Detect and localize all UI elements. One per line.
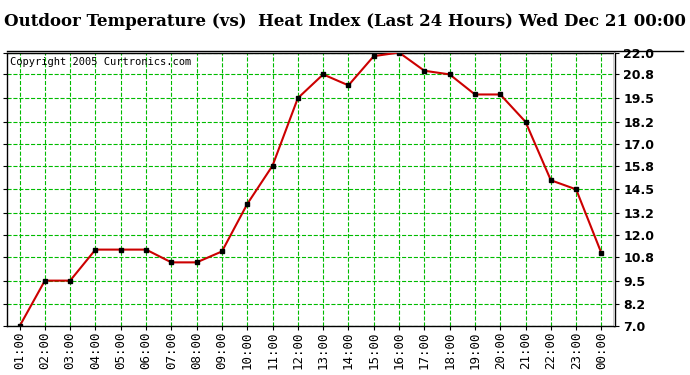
Text: Outdoor Temperature (vs)  Heat Index (Last 24 Hours) Wed Dec 21 00:00: Outdoor Temperature (vs) Heat Index (Las…: [4, 13, 686, 30]
Text: Copyright 2005 Curtronics.com: Copyright 2005 Curtronics.com: [10, 57, 191, 67]
